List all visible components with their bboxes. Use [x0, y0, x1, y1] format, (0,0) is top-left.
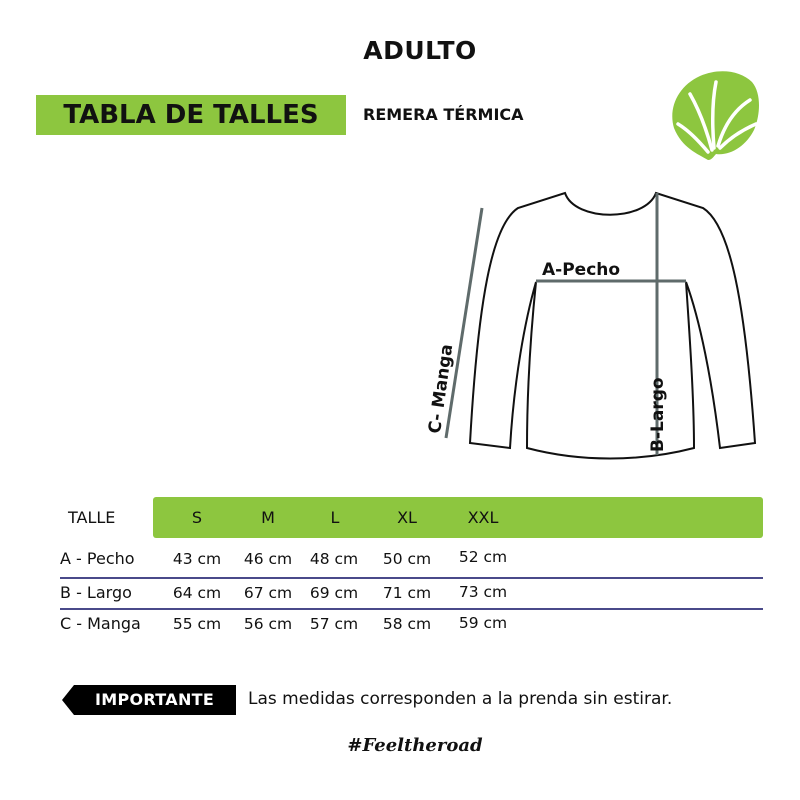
row-divider: [60, 577, 763, 579]
size-header: L: [330, 508, 340, 527]
table-cell: 64 cm: [172, 584, 222, 602]
table-cell: 73 cm: [458, 583, 508, 601]
shirt-outline: [468, 191, 757, 460]
size-header: S: [191, 508, 203, 527]
important-tag-shape: [62, 685, 236, 715]
monstera-leaf-icon: [672, 71, 759, 160]
chest-label: A-Pecho: [542, 260, 621, 280]
title-background: [36, 95, 346, 135]
hashtag: #Feeltheroad: [347, 735, 483, 756]
table-cell: 48 cm: [309, 550, 359, 568]
table-cell: 57 cm: [309, 615, 359, 633]
important-label: IMPORTANTE: [95, 690, 215, 709]
table-cell: 52 cm: [458, 548, 508, 566]
table-cell: 71 cm: [382, 584, 432, 602]
talle-header: TALLE: [68, 508, 116, 527]
table-cell: 55 cm: [172, 615, 222, 633]
table-cell: 50 cm: [382, 550, 432, 568]
product-name: REMERA TÉRMICA: [363, 105, 524, 124]
length-label: B-Largo: [648, 377, 668, 452]
audience-heading: ADULTO: [363, 36, 477, 65]
page-title: TABLA DE TALLES: [63, 100, 319, 130]
size-header-band: [153, 497, 763, 538]
sleeve-measure-line: [444, 207, 484, 439]
row-divider: [60, 608, 763, 610]
size-header: XXL: [467, 508, 499, 527]
table-cell: 67 cm: [243, 584, 293, 602]
table-cell: 69 cm: [309, 584, 359, 602]
row-label: A - Pecho: [60, 549, 135, 568]
table-cell: 58 cm: [382, 615, 432, 633]
table-cell: 56 cm: [243, 615, 293, 633]
note-text: Las medidas corresponden a la prenda sin…: [248, 689, 673, 709]
table-cell: 59 cm: [458, 614, 508, 632]
size-header: M: [261, 508, 275, 527]
row-label: B - Largo: [60, 583, 132, 602]
row-label: C - Manga: [60, 614, 141, 633]
size-header: XL: [397, 508, 417, 527]
table-cell: 43 cm: [172, 550, 222, 568]
table-cell: 46 cm: [243, 550, 293, 568]
shirt-diagram: [444, 191, 757, 460]
